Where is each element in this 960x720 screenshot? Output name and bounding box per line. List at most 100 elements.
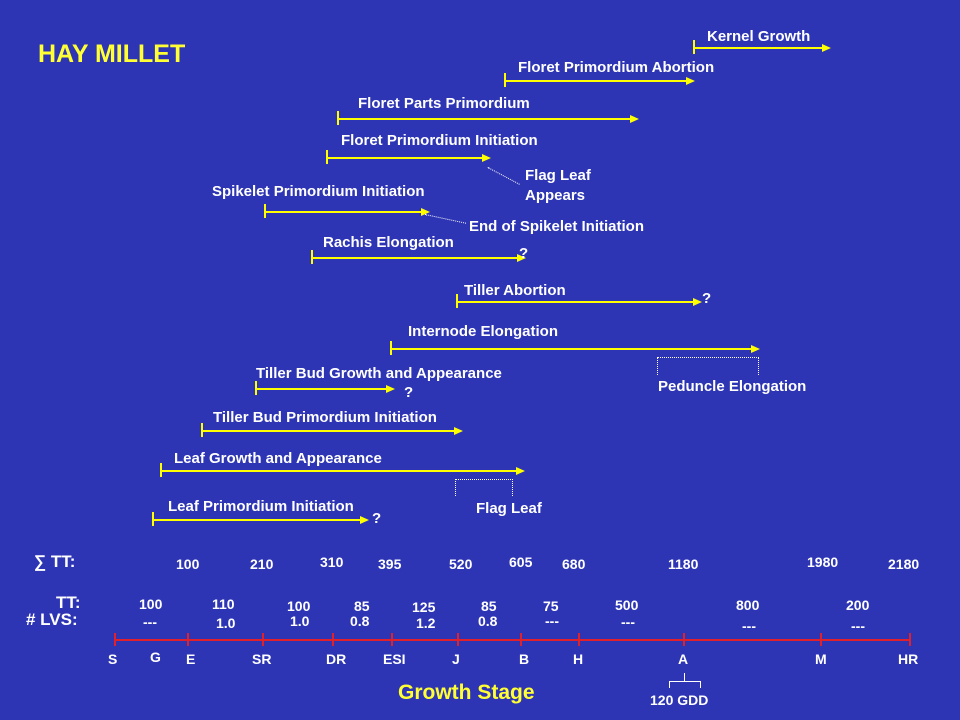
tt-value: 500 (615, 597, 639, 613)
tt-value: 85 (354, 598, 370, 614)
phase-bar-floret-initiation (327, 157, 482, 159)
peduncle-bracket (657, 357, 759, 375)
sum-tt-value: 2180 (888, 556, 920, 572)
lvs-value: --- (742, 618, 756, 634)
phase-arrowhead-leaf-growth (516, 467, 525, 475)
phase-bar-tiller-bud-init (202, 430, 454, 432)
leaf-init-question-mark: ? (372, 510, 382, 527)
diagram-title: HAY MILLET (38, 40, 186, 68)
gdd-bracket-stem (684, 673, 685, 681)
phase-arrowhead-floret-parts (630, 115, 639, 123)
phase-bar-spikelet (265, 211, 421, 213)
end-spikelet-leader (424, 214, 467, 224)
axis-tick (187, 633, 189, 646)
axis-tick (909, 633, 911, 646)
peduncle-label: Peduncle Elongation (658, 378, 807, 395)
stage-label: HR (898, 651, 919, 667)
gdd-note: 120 GDD (650, 692, 709, 708)
axis-tick (520, 633, 522, 646)
phase-arrowhead-floret-abortion (686, 77, 695, 85)
phase-bar-floret-abortion (505, 80, 686, 82)
axis-tick (391, 633, 393, 646)
sum-tt-value: 1180 (668, 556, 699, 572)
growth-stage-axis (114, 639, 911, 641)
phase-bar-kernel (694, 47, 822, 49)
sum-tt-value: 210 (250, 556, 274, 572)
stage-label: B (519, 651, 530, 667)
axis-tick (457, 633, 459, 646)
phase-arrowhead-tiller-bud-init (454, 427, 463, 435)
phase-arrowhead-tiller-abortion (693, 298, 702, 306)
phase-bar-tiller-abortion (457, 301, 693, 303)
stage-label: J (452, 651, 460, 667)
sum-tt-value: 100 (176, 556, 200, 572)
phase-bar-tiller-bud-growth (256, 388, 386, 390)
tt-value: 800 (736, 597, 760, 613)
sum-tt-value: 680 (562, 556, 586, 572)
axis-tick (578, 633, 580, 646)
phase-arrowhead-kernel (822, 44, 831, 52)
sum-tt-value: 605 (509, 554, 533, 570)
phase-bar-leaf-init (153, 519, 360, 521)
tt-row-label: TT: (56, 593, 81, 612)
phase-bar-internode (391, 348, 751, 350)
phase-bar-leaf-growth (161, 470, 516, 472)
axis-tick (332, 633, 334, 646)
flag-leaf-bracket (455, 479, 513, 496)
stage-label: S (108, 651, 118, 667)
sum-tt-value: 310 (320, 554, 344, 570)
phase-label-floret-abortion: Floret Primordium Abortion (518, 59, 715, 76)
lvs-value: 1.0 (290, 613, 310, 629)
stage-label: A (678, 651, 689, 667)
phase-label-leaf-init: Leaf Primordium Initiation (168, 498, 354, 515)
lvs-value: 0.8 (478, 613, 498, 629)
lvs-value: 1.0 (216, 615, 236, 631)
lvs-value: 0.8 (350, 613, 370, 629)
phase-arrowhead-tiller-bud-growth (386, 385, 395, 393)
stage-label: M (815, 651, 827, 667)
phase-arrowhead-internode (751, 345, 760, 353)
stage-label: E (186, 651, 196, 667)
stage-label: DR (326, 651, 347, 667)
flag-leaf-appears-label-2: Appears (525, 187, 586, 204)
lvs-row-label: # LVS: (26, 610, 78, 629)
phase-arrowhead-spikelet (421, 208, 430, 216)
tt-value: 75 (543, 598, 559, 614)
sum-tt-row-label: ∑ TT: (34, 552, 76, 571)
phase-bar-rachis (312, 257, 517, 259)
tt-value: 125 (412, 599, 436, 615)
tt-value: 100 (287, 598, 311, 614)
phase-label-internode: Internode Elongation (408, 323, 558, 340)
phase-label-kernel: Kernel Growth (707, 28, 811, 45)
phase-label-rachis: Rachis Elongation (323, 234, 454, 251)
flag-leaf-appears-leader (487, 167, 520, 185)
axis-tick (683, 633, 685, 646)
phase-arrowhead-rachis (517, 254, 526, 262)
gdd-bracket (669, 681, 701, 688)
stage-label: SR (252, 651, 272, 667)
end-spikelet-label: End of Spikelet Initiation (469, 218, 645, 235)
phase-label-tiller-bud-growth: Tiller Bud Growth and Appearance (256, 365, 502, 382)
phase-label-spikelet: Spikelet Primordium Initiation (212, 183, 425, 200)
axis-tick (820, 633, 822, 646)
tt-value: 200 (846, 597, 870, 613)
tiller-abortion-question-mark: ? (702, 290, 712, 307)
sum-tt-value: 520 (449, 556, 473, 572)
sum-tt-value: 395 (378, 556, 402, 572)
tt-value: 85 (481, 598, 497, 614)
lvs-value: --- (143, 614, 157, 630)
stage-label: ESI (383, 651, 406, 667)
phase-label-leaf-growth: Leaf Growth and Appearance (174, 450, 382, 467)
lvs-value: 1.2 (416, 615, 436, 631)
growth-stage-title: Growth Stage (398, 681, 535, 704)
flag-leaf-label: Flag Leaf (476, 500, 542, 517)
rachis-question-mark: ? (519, 245, 529, 262)
stage-label: G (150, 649, 161, 665)
phase-label-floret-parts: Floret Parts Primordium (358, 95, 530, 112)
tt-value: 110 (212, 596, 235, 612)
stage-label: H (573, 651, 584, 667)
lvs-value: --- (851, 618, 865, 634)
axis-tick (262, 633, 264, 646)
flag-leaf-appears-label-1: Flag Leaf (525, 167, 591, 184)
lvs-value: --- (545, 613, 559, 629)
